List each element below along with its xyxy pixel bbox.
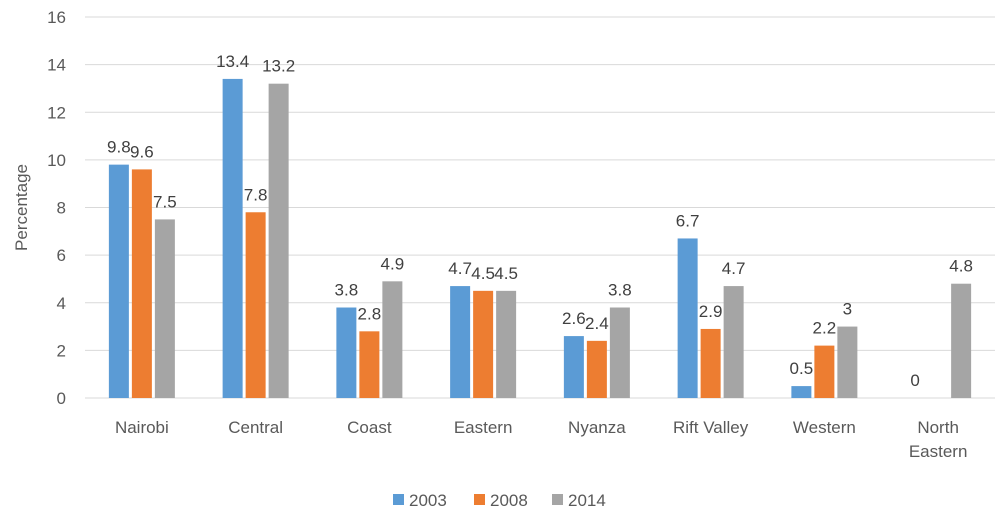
y-tick-label: 8: [57, 199, 66, 218]
data-labels: 9.8 13.4 3.8 4.7 2.6 6.7 0.5 0 9.6 7.8 2.8 4.5 2.4 2.…: [107, 52, 973, 390]
legend-swatch-2003: [393, 494, 404, 505]
data-label-2003: 6.7: [676, 211, 700, 230]
x-tick-label: Rift Valley: [673, 418, 749, 437]
bar-2014: [837, 326, 858, 398]
bar-2014: [382, 281, 403, 398]
x-axis-ticks: Nairobi Central Coast Eastern Nyanza Rift Val…: [115, 418, 967, 461]
y-tick-label: 0: [57, 389, 66, 408]
data-label-2003: 2.6: [562, 309, 586, 328]
data-label-2008: 2.4: [585, 314, 609, 333]
bar-2008: [700, 328, 721, 398]
legend-label-2003: 2003: [409, 491, 447, 510]
x-tick-label: Eastern: [909, 442, 968, 461]
bar-2003: [222, 78, 243, 398]
x-tick-label: Eastern: [454, 418, 513, 437]
legend-label-2008: 2008: [490, 491, 528, 510]
data-label-2014: 4.7: [722, 259, 746, 278]
bar-2008: [359, 331, 380, 398]
y-tick-label: 6: [57, 246, 66, 265]
data-label-2003: 0.5: [790, 359, 814, 378]
y-tick-label: 10: [47, 151, 66, 170]
bar-2014: [609, 307, 630, 398]
x-tick-label: Nairobi: [115, 418, 169, 437]
bar-2014: [154, 219, 175, 398]
data-label-2014: 3: [843, 300, 852, 319]
y-axis-title: Percentage: [12, 164, 31, 251]
data-label-2003: 0: [910, 371, 919, 390]
y-axis-ticks: 0 2 4 6 8 10 12 14 16: [47, 8, 66, 408]
data-label-2008: 9.6: [130, 142, 154, 161]
data-label-2003: 9.8: [107, 138, 131, 157]
data-label-2014: 4.9: [381, 254, 405, 273]
x-tick-label: Central: [228, 418, 283, 437]
data-label-2003: 13.4: [216, 52, 249, 71]
x-tick-label: Coast: [347, 418, 392, 437]
data-label-2014: 4.5: [494, 264, 518, 283]
bar-2014: [268, 83, 289, 399]
y-tick-label: 16: [47, 8, 66, 27]
data-label-2014: 3.8: [608, 281, 632, 300]
legend: 2003 2008 2014: [393, 491, 606, 510]
bar-2014: [951, 283, 972, 398]
legend-swatch-2014: [552, 494, 563, 505]
data-label-2008: 2.2: [813, 319, 837, 338]
bar-2003: [108, 164, 129, 398]
data-label-2008: 4.5: [471, 264, 495, 283]
bar-2008: [586, 340, 607, 398]
x-tick-label: Western: [793, 418, 856, 437]
data-label-2014: 7.5: [153, 192, 177, 211]
bar-2003: [450, 286, 471, 398]
gridlines: [85, 16, 995, 399]
data-label-2008: 2.9: [699, 302, 723, 321]
bars: [108, 78, 972, 399]
y-tick-label: 4: [57, 294, 66, 313]
data-label-2003: 4.7: [448, 259, 472, 278]
bar-2008: [814, 345, 835, 398]
x-tick-label: Nyanza: [568, 418, 626, 437]
x-tick-label: North: [917, 418, 959, 437]
data-label-2008: 2.8: [358, 304, 382, 323]
data-label-2008: 7.8: [244, 185, 268, 204]
bar-2008: [131, 169, 152, 398]
y-tick-label: 2: [57, 341, 66, 360]
legend-swatch-2008: [474, 494, 485, 505]
bar-2008: [245, 212, 266, 398]
bar-2003: [563, 336, 584, 398]
data-label-2014: 13.2: [262, 57, 295, 76]
bar-2008: [473, 290, 494, 398]
y-tick-label: 14: [47, 56, 66, 75]
data-label-2003: 3.8: [335, 281, 359, 300]
legend-label-2014: 2014: [568, 491, 606, 510]
bar-2003: [336, 307, 357, 398]
bar-2014: [723, 286, 744, 398]
bar-2003: [791, 386, 812, 398]
data-label-2014: 4.8: [949, 257, 973, 276]
y-tick-label: 12: [47, 103, 66, 122]
bar-2003: [677, 238, 698, 398]
bar-2014: [496, 290, 517, 398]
